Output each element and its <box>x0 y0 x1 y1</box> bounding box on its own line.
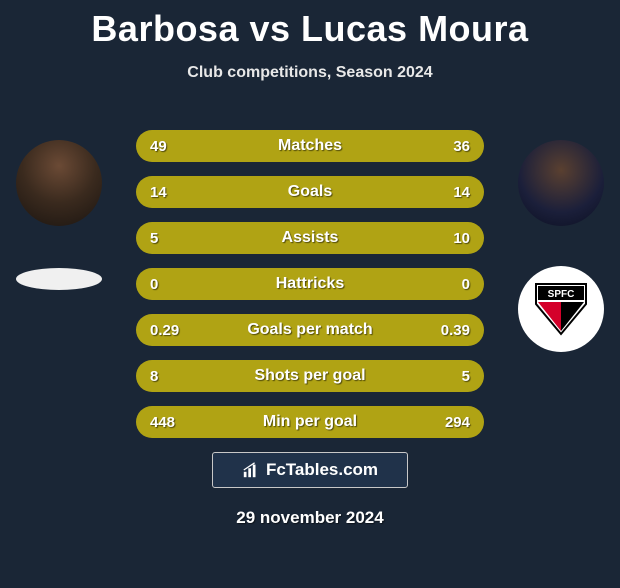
player-left-club-placeholder <box>16 268 102 290</box>
credit-date: 29 november 2024 <box>0 508 620 528</box>
stat-row: 0.29 Goals per match 0.39 <box>136 314 484 346</box>
stat-row: 14 Goals 14 <box>136 176 484 208</box>
bar-chart-icon <box>242 461 260 479</box>
player-right-avatar <box>518 140 604 226</box>
stat-label: Goals <box>136 183 484 201</box>
spfc-badge-icon: SPFC <box>531 279 591 339</box>
stat-label: Shots per goal <box>136 367 484 385</box>
stat-label: Hattricks <box>136 275 484 293</box>
site-logo[interactable]: FcTables.com <box>212 452 408 488</box>
stat-row: 5 Assists 10 <box>136 222 484 254</box>
svg-text:SPFC: SPFC <box>548 289 575 300</box>
stat-row: 448 Min per goal 294 <box>136 406 484 438</box>
stat-label: Min per goal <box>136 413 484 431</box>
stats-bars: 49 Matches 36 14 Goals 14 5 Assists 10 0… <box>136 130 484 452</box>
stat-label: Assists <box>136 229 484 247</box>
page-subtitle: Club competitions, Season 2024 <box>0 64 620 82</box>
stat-label: Goals per match <box>136 321 484 339</box>
page-title: Barbosa vs Lucas Moura <box>0 8 620 50</box>
stat-row: 49 Matches 36 <box>136 130 484 162</box>
stat-row: 8 Shots per goal 5 <box>136 360 484 392</box>
stat-label: Matches <box>136 137 484 155</box>
player-left-avatar <box>16 140 102 226</box>
player-right-club-badge: SPFC <box>518 266 604 352</box>
stat-row: 0 Hattricks 0 <box>136 268 484 300</box>
site-logo-text: FcTables.com <box>266 460 378 480</box>
